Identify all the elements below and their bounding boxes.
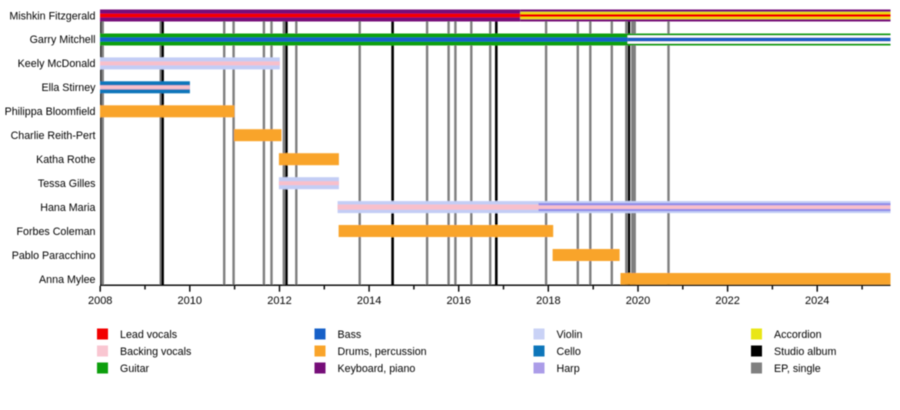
svg-text:Studio album: Studio album (774, 346, 836, 358)
svg-text:Mishkin Fitzgerald: Mishkin Fitzgerald (9, 10, 95, 22)
svg-text:2016: 2016 (446, 295, 470, 307)
svg-text:Cello: Cello (557, 346, 581, 358)
svg-text:Keyboard, piano: Keyboard, piano (338, 363, 416, 375)
svg-text:Anna Mylee: Anna Mylee (39, 274, 95, 286)
svg-text:Backing vocals: Backing vocals (120, 346, 191, 358)
svg-text:Philippa Bloomfield: Philippa Bloomfield (5, 106, 96, 118)
svg-text:2014: 2014 (357, 295, 381, 307)
svg-text:2012: 2012 (267, 295, 291, 307)
svg-text:Violin: Violin (557, 329, 583, 341)
svg-text:Bass: Bass (338, 329, 362, 341)
svg-text:Hana Maria: Hana Maria (40, 202, 95, 214)
svg-text:Lead vocals: Lead vocals (120, 329, 177, 341)
svg-text:Katha Rothe: Katha Rothe (36, 154, 95, 166)
svg-text:2020: 2020 (626, 295, 650, 307)
svg-text:2024: 2024 (805, 295, 829, 307)
svg-text:Accordion: Accordion (774, 329, 822, 341)
svg-text:Drums, percussion: Drums, percussion (338, 346, 427, 358)
svg-text:2022: 2022 (715, 295, 739, 307)
svg-text:Harp: Harp (557, 363, 580, 375)
svg-text:Charlie Reith-Pert: Charlie Reith-Pert (11, 130, 96, 142)
svg-text:Keely McDonald: Keely McDonald (18, 58, 96, 70)
svg-text:2018: 2018 (536, 295, 560, 307)
svg-text:Ella Stirney: Ella Stirney (41, 82, 96, 94)
svg-text:Pablo Paracchino: Pablo Paracchino (12, 250, 96, 262)
svg-text:2008: 2008 (88, 295, 112, 307)
svg-text:Tessa Gilles: Tessa Gilles (38, 178, 96, 190)
svg-text:Garry Mitchell: Garry Mitchell (30, 34, 96, 46)
svg-text:Forbes Coleman: Forbes Coleman (16, 226, 95, 238)
svg-text:2010: 2010 (178, 295, 202, 307)
svg-text:Guitar: Guitar (120, 363, 150, 375)
svg-text:EP, single: EP, single (774, 363, 821, 375)
